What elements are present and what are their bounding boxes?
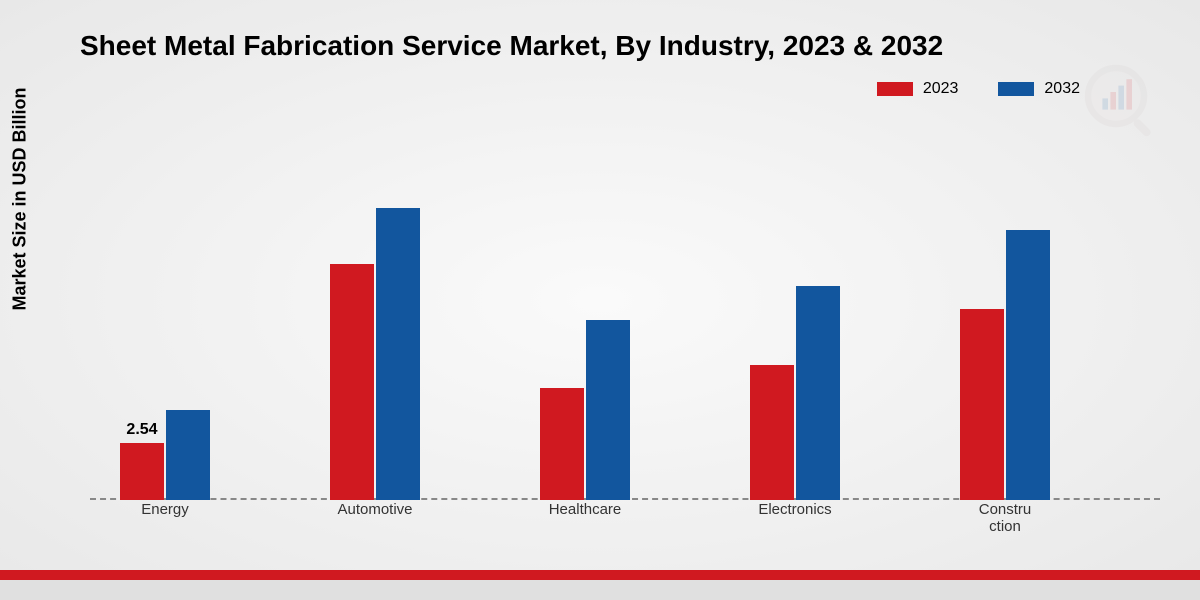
bar-group: [330, 140, 420, 500]
bar: [750, 365, 794, 500]
bar-group: 2.54: [120, 140, 210, 500]
bar: [330, 264, 374, 500]
x-tick-label: Construction: [950, 502, 1060, 535]
bar: [540, 388, 584, 501]
chart-title: Sheet Metal Fabrication Service Market, …: [80, 30, 943, 62]
bar-group: [750, 140, 840, 500]
legend-swatch-2032: [998, 82, 1034, 96]
legend-label-2023: 2023: [923, 80, 959, 98]
legend-label-2032: 2032: [1044, 80, 1080, 98]
legend-item-2023: 2023: [877, 80, 959, 98]
chart-container: Sheet Metal Fabrication Service Market, …: [0, 0, 1200, 600]
x-tick-label: Automotive: [320, 502, 430, 519]
bar: [120, 443, 164, 500]
x-tick-label: Healthcare: [530, 502, 640, 519]
x-axis-labels: Energy Automotive Healthcare Electronics Con…: [90, 502, 1160, 542]
bar: [960, 309, 1004, 500]
watermark-logo: [1080, 60, 1160, 140]
footer-band-red: [0, 570, 1200, 580]
bar: [166, 410, 210, 500]
legend-item-2032: 2032: [998, 80, 1080, 98]
x-tick-label: Electronics: [740, 502, 850, 519]
legend-swatch-2023: [877, 82, 913, 96]
bar: [1006, 230, 1050, 500]
bar: [376, 208, 420, 501]
footer-band-gray: [0, 580, 1200, 600]
bar: [796, 286, 840, 500]
bar-group: [540, 140, 630, 500]
bar-value-label: 2.54: [116, 421, 168, 439]
x-tick-label: Energy: [110, 502, 220, 519]
footer-band: [0, 570, 1200, 600]
bar-group: [960, 140, 1050, 500]
bar: [586, 320, 630, 500]
y-axis-label: Market Size in USD Billion: [10, 87, 31, 310]
plot-area: 2.54: [90, 140, 1160, 500]
legend: 2023 2032: [877, 80, 1080, 98]
